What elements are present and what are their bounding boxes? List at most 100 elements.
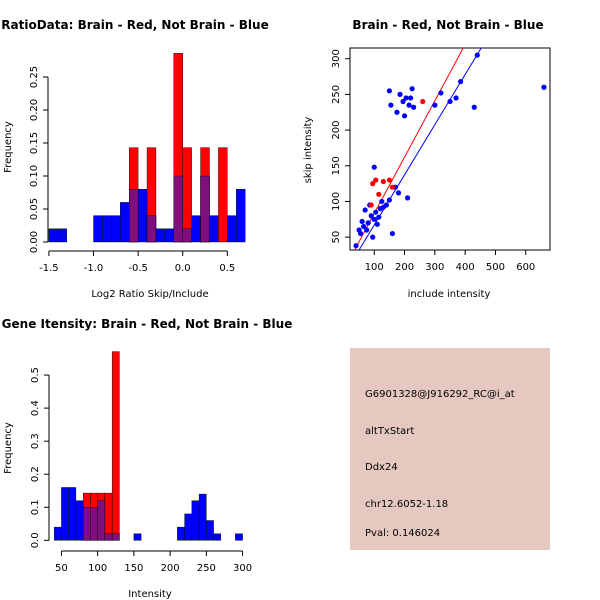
gene-intensity-histogram: Gene Itensity: Brain - Red, Not Brain - …	[2, 317, 293, 600]
ratio-histogram: RatioData: Brain - Red, Not Brain - Blue…	[1, 18, 268, 300]
ratio-histogram-y-ticks: 0.00 0.05 0.10 0.15 0.20 0.25	[29, 66, 48, 253]
scatter-x-tick-label: 500	[486, 262, 505, 273]
scatter-blue-point	[359, 218, 365, 225]
scatter-blue-point	[383, 202, 389, 208]
hist2-y-tick-label: 0.1	[30, 499, 41, 515]
scatter-blue-point	[362, 207, 368, 213]
ratio-histogram-bars	[48, 53, 246, 243]
hist1-overlap-bar	[173, 175, 183, 243]
hist1-blue-bar	[111, 215, 121, 243]
scatter-blue-point	[395, 190, 402, 196]
gene-intensity-xlabel: Intensity	[128, 589, 172, 600]
gene-intensity-ylabel: Frequency	[3, 422, 14, 474]
scatter-blue-point	[408, 95, 414, 101]
scatter-ylabel: skip intensity	[303, 117, 314, 184]
scatter-blue-point	[409, 86, 415, 92]
scatter-blue-point	[447, 98, 453, 105]
hist2-y-tick-label: 0.5	[30, 367, 41, 383]
hist2-red-bar	[104, 492, 113, 541]
gene-intensity-y-ticks: 0.0 0.1 0.2 0.3 0.4 0.5	[30, 367, 49, 548]
scatter-blue-point	[368, 213, 374, 219]
scatter-red-point	[376, 191, 382, 197]
scatter-blue-point	[365, 220, 371, 226]
hist2-blue-bar	[68, 487, 77, 541]
hist2-blue-bar	[133, 533, 142, 541]
scatter-blue-point	[403, 95, 409, 101]
ratio-histogram-x-ticks: -1.5 -1.0 -0.5 0.0 0.5	[39, 251, 235, 274]
ratio-histogram-xlabel: Log2 Ratio Skip/Include	[91, 289, 208, 300]
hist1-y-tick-label: 0.05	[29, 198, 40, 220]
hist1-blue-bar	[120, 202, 130, 243]
scatter-blue-point	[371, 164, 377, 170]
hist2-y-tick-label: 0.3	[30, 433, 41, 449]
scatter-blue-point	[471, 104, 477, 110]
hist1-x-tick-label: 0.5	[219, 263, 235, 274]
hist2-overlap-bar	[90, 507, 98, 541]
scatter-blue-point	[453, 95, 459, 101]
hist1-overlap-bar	[146, 215, 157, 243]
scatter-blue-point	[374, 221, 380, 227]
info-gene-name: Ddx24	[365, 462, 398, 473]
hist1-blue-bar	[93, 215, 103, 243]
hist1-blue-bar	[236, 188, 246, 243]
hist1-y-tick-label: 0.10	[29, 165, 40, 187]
scatter-blue-point	[388, 102, 394, 108]
scatter-x-tick-label: 400	[456, 262, 475, 273]
hist1-blue-bar	[57, 228, 67, 243]
info-event-type: altTxStart	[365, 426, 414, 437]
scatter-blue-point	[458, 78, 464, 85]
scatter-blue-point	[474, 52, 480, 58]
scatter-y-tick-label: 250	[331, 85, 342, 104]
hist1-y-tick-label: 0.15	[29, 132, 40, 154]
hist2-overlap-bar	[111, 533, 120, 541]
scatter-xlabel: include intensity	[408, 289, 491, 300]
ratio-histogram-title: RatioData: Brain - Red, Not Brain - Blue	[1, 18, 268, 32]
scatter-y-ticks: 50 100 150 200 250 300	[331, 49, 350, 244]
scatter-y-tick-label: 300	[331, 49, 342, 68]
hist2-blue-bar	[206, 520, 214, 541]
hist2-overlap-bar	[82, 507, 91, 541]
scatter-blue-point	[358, 230, 364, 237]
scatter-y-tick-label: 50	[331, 231, 342, 244]
scatter-x-tick-label: 600	[516, 262, 535, 273]
scatter-blue-point	[370, 234, 376, 240]
hist1-blue-bar	[227, 215, 237, 243]
hist1-overlap-bar	[200, 175, 210, 243]
scatter-points	[353, 52, 547, 249]
hist1-x-tick-label: -1.5	[39, 263, 59, 274]
scatter-x-tick-label: 200	[395, 262, 414, 273]
hist1-overlap-bar	[182, 228, 192, 243]
hist2-x-tick-label: 200	[161, 563, 180, 574]
scatter-blue-point	[394, 109, 400, 115]
hist2-y-tick-label: 0.0	[30, 532, 41, 548]
hist2-x-tick-label: 100	[88, 563, 107, 574]
hist1-red-bar	[218, 147, 228, 243]
scatter-blue-point	[389, 230, 396, 237]
hist2-x-tick-label: 300	[233, 563, 252, 574]
hist2-blue-bar	[235, 533, 243, 541]
scatter-blue-point	[401, 113, 408, 119]
scatter-blue-point	[404, 195, 411, 201]
info-pval: Pval: 0.146024	[365, 528, 440, 539]
hist1-blue-bar	[102, 215, 112, 243]
scatter-blue-point	[361, 223, 367, 230]
scatter-blue-point	[541, 84, 547, 90]
hist2-y-tick-label: 0.2	[30, 466, 41, 482]
gene-intensity-bars	[53, 351, 243, 541]
hist2-blue-bar	[75, 500, 84, 541]
hist1-blue-bar	[48, 228, 59, 243]
hist1-x-tick-label: 0.0	[175, 263, 191, 274]
scatter-y-tick-label: 100	[331, 192, 342, 211]
scatter-red-point	[389, 184, 396, 190]
gene-intensity-title: Gene Itensity: Brain - Red, Not Brain - …	[2, 317, 293, 331]
hist1-blue-bar	[191, 215, 201, 243]
scatter-blue-point	[386, 88, 392, 94]
scatter-blue-point	[379, 198, 385, 205]
gene-intensity-x-ticks: 50 100 150 200 250 300	[55, 551, 252, 574]
hist1-y-tick-label: 0.00	[29, 231, 40, 253]
scatter-blue-point	[353, 243, 359, 249]
info-panel: G6901328@J916292_RC@i_at altTxStart Ddx2…	[350, 348, 550, 550]
hist1-overlap-bar	[128, 188, 139, 243]
hist1-x-tick-label: -1.0	[84, 263, 104, 274]
scatter-plot-frame	[349, 47, 551, 251]
